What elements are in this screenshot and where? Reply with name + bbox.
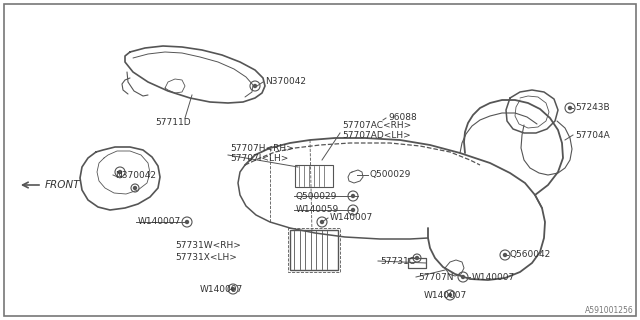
Text: Q500029: Q500029 — [370, 171, 412, 180]
Text: 57731X<LH>: 57731X<LH> — [175, 252, 237, 261]
Text: Q500029: Q500029 — [296, 191, 337, 201]
Text: W140007: W140007 — [424, 291, 467, 300]
Text: W140007: W140007 — [200, 284, 243, 293]
Circle shape — [253, 84, 257, 87]
Text: W140007: W140007 — [138, 218, 181, 227]
Circle shape — [449, 293, 451, 297]
Circle shape — [232, 287, 234, 291]
Text: Q560042: Q560042 — [510, 251, 551, 260]
Text: 57707H<RH>: 57707H<RH> — [230, 144, 294, 153]
Circle shape — [351, 195, 355, 197]
Text: 57731W<RH>: 57731W<RH> — [175, 241, 241, 250]
Text: 57707I<LH>: 57707I<LH> — [230, 154, 289, 163]
Text: A591001256: A591001256 — [585, 306, 634, 315]
Text: W140007: W140007 — [472, 273, 515, 282]
Text: 57707N: 57707N — [418, 273, 454, 282]
Text: 57704A: 57704A — [575, 131, 610, 140]
Circle shape — [134, 187, 136, 189]
Text: 57243B: 57243B — [575, 103, 610, 113]
Text: W140059: W140059 — [296, 205, 339, 214]
Circle shape — [415, 257, 419, 260]
Text: FRONT: FRONT — [45, 180, 81, 190]
Circle shape — [118, 171, 122, 173]
Circle shape — [321, 220, 323, 223]
Text: N370042: N370042 — [265, 77, 306, 86]
Text: W140007: W140007 — [330, 213, 373, 222]
Text: 96088: 96088 — [388, 114, 417, 123]
Circle shape — [568, 107, 572, 109]
Text: 57731C: 57731C — [380, 257, 415, 266]
Text: 57707AC<RH>: 57707AC<RH> — [342, 121, 412, 130]
Text: N370042: N370042 — [115, 171, 156, 180]
Circle shape — [351, 209, 355, 212]
Text: 57707AD<LH>: 57707AD<LH> — [342, 131, 411, 140]
Text: 57711D: 57711D — [155, 118, 191, 127]
Circle shape — [186, 220, 189, 223]
Circle shape — [461, 276, 465, 278]
Bar — [288, 228, 340, 272]
Bar — [295, 165, 333, 187]
Circle shape — [504, 253, 506, 257]
Bar — [290, 230, 338, 270]
